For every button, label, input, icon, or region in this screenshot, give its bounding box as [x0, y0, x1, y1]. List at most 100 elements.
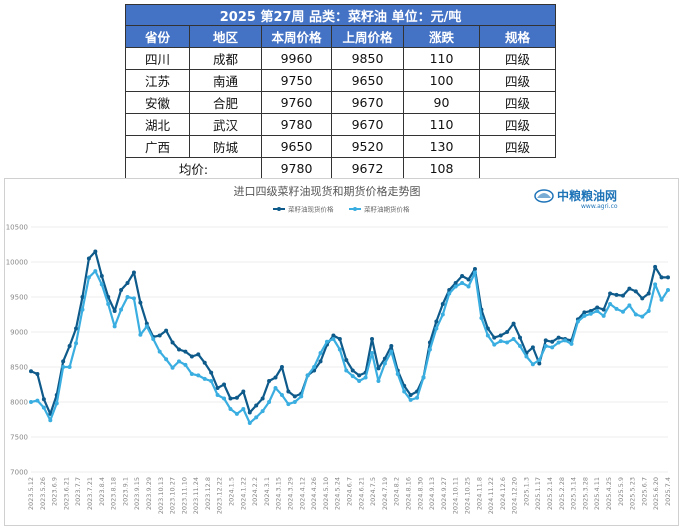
- data-point: [588, 311, 593, 316]
- cell-spec: 四级: [478, 135, 557, 158]
- average-label: 均价:: [125, 157, 262, 180]
- price-trend-chart: 进口四级菜籽油现货和期货价格走势图 菜籽油现货价格 菜籽油期货价格 中粮粮油网 …: [4, 178, 679, 526]
- data-point: [524, 354, 529, 359]
- table-row: 江苏 南通 9750 9650 100 四级: [125, 69, 557, 92]
- data-point: [247, 421, 252, 425]
- data-point: [518, 344, 523, 348]
- data-point: [254, 403, 259, 408]
- data-point: [267, 400, 272, 404]
- x-tick-label: 2025.2.14: [546, 477, 554, 510]
- cell-province: 四川: [125, 47, 190, 70]
- data-point: [666, 288, 670, 292]
- data-point: [569, 341, 574, 346]
- data-point: [157, 333, 162, 338]
- data-point: [434, 326, 439, 331]
- data-point: [370, 337, 375, 341]
- data-point: [119, 307, 124, 312]
- data-point: [138, 332, 143, 337]
- data-point: [350, 368, 355, 373]
- average-this-week: 9780: [261, 157, 332, 180]
- data-point: [151, 337, 156, 341]
- data-point: [447, 291, 452, 296]
- x-tick-label: 2024.11.22: [487, 477, 495, 514]
- data-point: [427, 347, 432, 352]
- data-point: [35, 372, 40, 376]
- x-tick-label: 2023.6.9: [51, 477, 59, 506]
- data-point: [183, 362, 188, 367]
- data-point: [331, 333, 336, 338]
- data-point: [402, 389, 407, 394]
- data-point: [556, 340, 561, 345]
- data-point: [563, 338, 568, 343]
- cell-this-week: 9960: [261, 47, 332, 70]
- x-axis: 2023.5.12 2023.5.26 2023.6.9 2023.6.21 2023.…: [27, 477, 672, 514]
- data-point: [370, 351, 375, 355]
- data-point: [543, 344, 548, 348]
- y-tick-label: 8000: [10, 399, 28, 407]
- data-point: [99, 282, 104, 287]
- data-point: [633, 289, 638, 294]
- data-point: [633, 312, 638, 317]
- data-point: [537, 361, 542, 366]
- chart-svg: 进口四级菜籽油现货和期货价格走势图 菜籽油现货价格 菜籽油期货价格 中粮粮油网 …: [6, 184, 672, 514]
- x-tick-label: 2025.1.3: [522, 477, 530, 506]
- data-point: [131, 270, 136, 275]
- x-tick-label: 2025.5.9: [617, 477, 625, 506]
- data-point: [627, 303, 632, 308]
- x-tick-label: 2024.1.5: [228, 477, 236, 506]
- data-point: [466, 284, 471, 289]
- cell-last-week: 9850: [331, 47, 404, 70]
- x-tick-label: 2023.9.15: [133, 477, 141, 510]
- cell-region: 合肥: [189, 91, 262, 114]
- data-point: [119, 288, 124, 292]
- x-tick-label: 2024.12.20: [511, 477, 519, 514]
- data-point: [550, 339, 555, 344]
- cell-region: 防城: [189, 135, 262, 158]
- cell-region: 成都: [189, 47, 262, 70]
- cell-change: 100: [403, 69, 480, 92]
- x-tick-label: 2023.5.12: [27, 477, 35, 510]
- data-point: [29, 369, 33, 374]
- y-tick-label: 9000: [10, 329, 28, 337]
- cell-province: 江苏: [125, 69, 190, 92]
- table-header-row: 省份 地区 本周价格 上周价格 涨跌 规格: [125, 25, 557, 48]
- data-point: [215, 393, 220, 397]
- data-point: [601, 307, 606, 312]
- data-point: [209, 379, 214, 383]
- cell-change: 110: [403, 113, 480, 136]
- data-point: [267, 379, 272, 383]
- legend-marker-futures: [353, 207, 357, 211]
- series-1: [29, 269, 670, 425]
- data-point: [415, 395, 420, 400]
- data-point: [106, 302, 111, 306]
- table-row: 安徽 合肥 9760 9670 90 四级: [125, 91, 557, 114]
- data-point: [498, 333, 503, 338]
- y-tick-label: 10500: [6, 224, 28, 232]
- table-row: 湖北 武汉 9780 9670 110 四级: [125, 113, 557, 136]
- x-tick-label: 2023.9.29: [145, 477, 153, 510]
- price-table: 2025 第27周 品类：菜籽油 单位：元/吨 省份 地区 本周价格 上周价格 …: [124, 4, 557, 180]
- data-point: [511, 337, 516, 341]
- x-tick-label: 2024.6.21: [357, 477, 365, 510]
- average-last-week: 9672: [331, 157, 404, 180]
- data-point: [537, 358, 542, 362]
- data-point: [299, 394, 304, 399]
- y-axis: 7000 7500 8000 8500 9000 9500 10000 10500: [6, 224, 28, 477]
- data-point: [279, 393, 284, 397]
- x-tick-label: 2025.7.4: [664, 477, 672, 506]
- chart-grid: [31, 226, 668, 473]
- data-point: [305, 373, 310, 378]
- data-point: [344, 358, 349, 362]
- x-tick-label: 2024.10.11: [452, 477, 460, 514]
- data-point: [61, 365, 66, 369]
- data-point: [550, 345, 555, 350]
- data-point: [202, 360, 207, 365]
- x-tick-label: 2025.1.17: [534, 477, 542, 510]
- data-point: [176, 359, 181, 364]
- data-point: [86, 256, 91, 261]
- header-change: 涨跌: [403, 25, 480, 48]
- data-point: [279, 365, 284, 369]
- average-spec-empty: [479, 157, 556, 180]
- data-point: [389, 344, 394, 348]
- data-point: [595, 305, 600, 310]
